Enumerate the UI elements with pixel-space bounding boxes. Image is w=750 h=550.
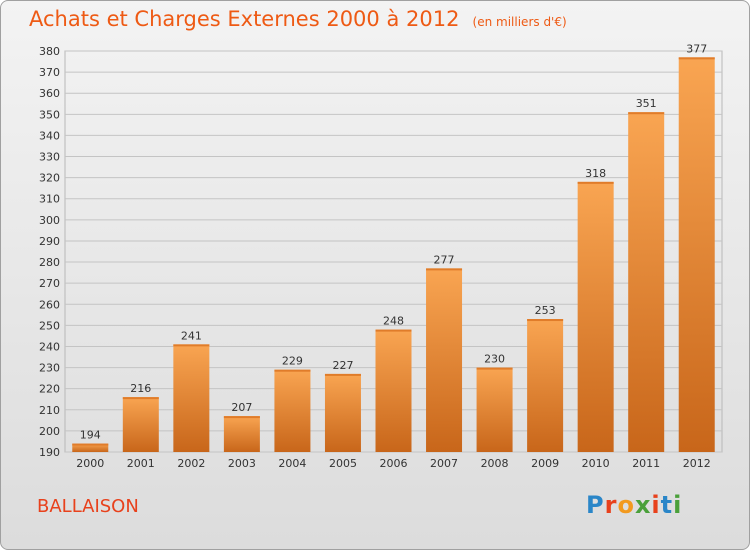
- y-tick-label: 290: [39, 235, 60, 248]
- bar-cap-2008: [476, 367, 513, 370]
- bar-value-label: 253: [535, 304, 556, 317]
- x-tick-label: 2005: [329, 457, 357, 470]
- y-tick-label: 330: [39, 151, 60, 164]
- y-tick-label: 370: [39, 66, 60, 79]
- bar-value-label: 241: [181, 329, 202, 342]
- bar-cap-2003: [223, 416, 260, 419]
- x-tick-label: 2012: [683, 457, 711, 470]
- x-tick-label: 2001: [127, 457, 155, 470]
- y-tick-label: 360: [39, 87, 60, 100]
- bar-value-label: 318: [585, 167, 606, 180]
- y-tick-label: 340: [39, 129, 60, 142]
- x-tick-label: 2003: [228, 457, 256, 470]
- y-tick-label: 190: [39, 446, 60, 459]
- bar-cap-2012: [678, 57, 715, 60]
- bar-2004: [274, 369, 311, 452]
- x-tick-label: 2011: [632, 457, 660, 470]
- x-tick-label: 2009: [531, 457, 559, 470]
- bar-2009: [527, 319, 564, 452]
- bar-value-label: 277: [434, 253, 455, 266]
- bar-2001: [122, 397, 159, 452]
- bar-value-label: 230: [484, 353, 505, 366]
- bar-cap-2010: [577, 181, 614, 184]
- bar-cap-2005: [324, 373, 361, 376]
- bar-cap-2011: [628, 112, 665, 115]
- city-name: BALLAISON: [37, 496, 139, 517]
- y-tick-label: 240: [39, 340, 60, 353]
- bar-value-label: 248: [383, 315, 404, 328]
- x-tick-label: 2000: [76, 457, 104, 470]
- x-tick-label: 2008: [481, 457, 509, 470]
- bar-2010: [577, 181, 614, 452]
- x-tick-label: 2010: [582, 457, 610, 470]
- bar-cap-2006: [375, 329, 412, 332]
- bar-value-label: 229: [282, 355, 303, 368]
- y-tick-label: 220: [39, 383, 60, 396]
- label-layer: 190 200 210 220 230 240 250 260 270 280 290 300 310 3…: [39, 42, 711, 470]
- y-tick-label: 230: [39, 362, 60, 375]
- y-tick-label: 300: [39, 214, 60, 227]
- bar-cap-2000: [72, 443, 109, 446]
- x-tick-label: 2002: [177, 457, 205, 470]
- chart-title: Achats et Charges Externes 2000 à 2012: [29, 7, 460, 31]
- x-tick-label: 2004: [278, 457, 306, 470]
- bar-2006: [375, 329, 412, 452]
- y-tick-label: 280: [39, 256, 60, 269]
- y-tick-label: 350: [39, 108, 60, 121]
- bar-value-label: 351: [636, 97, 657, 110]
- bar-value-label: 227: [332, 359, 353, 372]
- bar-cap-2007: [426, 268, 463, 271]
- y-tick-label: 380: [39, 45, 60, 58]
- bar-2011: [628, 112, 665, 452]
- bar-value-label: 207: [231, 401, 252, 414]
- bar-2008: [476, 367, 513, 452]
- bar-cap-2001: [122, 397, 159, 400]
- y-tick-label: 250: [39, 319, 60, 332]
- bar-value-label: 377: [686, 42, 707, 55]
- bar-2002: [173, 344, 210, 452]
- bar-cap-2002: [173, 344, 210, 347]
- bar-2003: [223, 416, 260, 452]
- bar-2007: [426, 268, 463, 452]
- bar-cap-2009: [527, 319, 564, 322]
- x-tick-label: 2006: [380, 457, 408, 470]
- chart-subtitle: (en milliers d'€): [472, 15, 567, 29]
- y-tick-label: 270: [39, 277, 60, 290]
- y-tick-label: 260: [39, 298, 60, 311]
- bar-value-label: 194: [80, 429, 101, 442]
- bar-value-label: 216: [130, 382, 151, 395]
- bar-layer: [72, 57, 715, 453]
- y-tick-label: 320: [39, 172, 60, 185]
- bar-2005: [324, 373, 361, 452]
- bar-2000: [72, 443, 109, 452]
- y-tick-label: 210: [39, 404, 60, 417]
- x-tick-label: 2007: [430, 457, 458, 470]
- proxiti-logo[interactable]: Proxiti: [586, 491, 683, 519]
- y-tick-label: 200: [39, 425, 60, 438]
- y-tick-label: 310: [39, 193, 60, 206]
- title-row: Achats et Charges Externes 2000 à 2012 (…: [29, 7, 567, 31]
- bar-2012: [678, 57, 715, 453]
- bar-cap-2004: [274, 369, 311, 372]
